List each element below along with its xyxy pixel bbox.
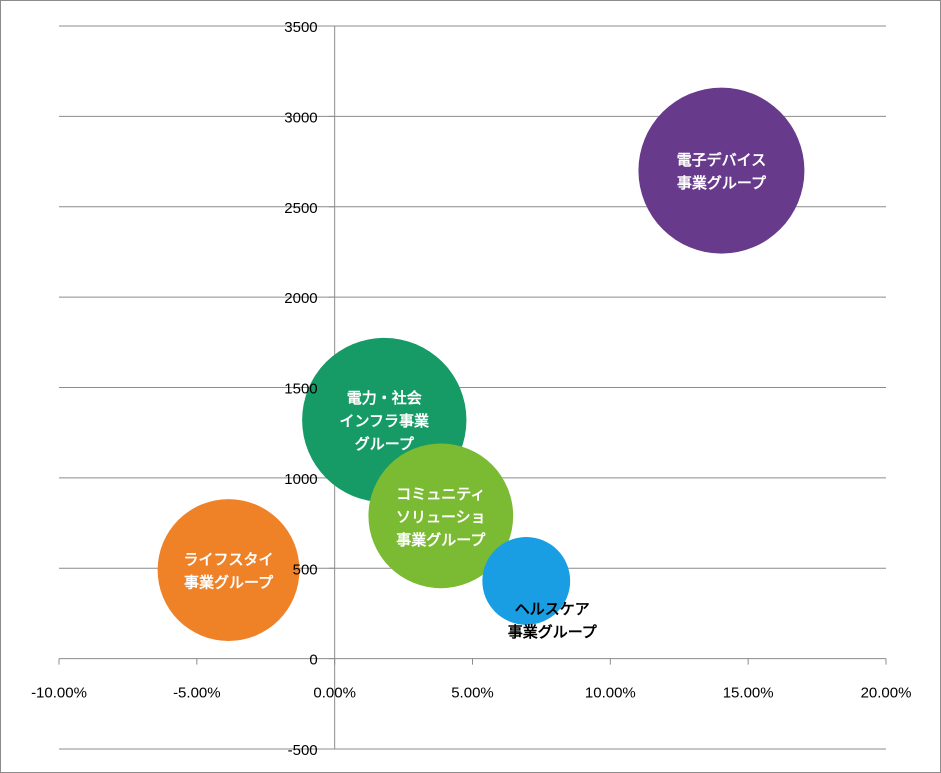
x-tick-label-4: 10.00% — [585, 685, 636, 702]
y-tick-label-4: 1500 — [284, 381, 317, 398]
y-tick-label-5: 2000 — [284, 290, 317, 307]
bubble-label-3: ライフスタイ事業グループ — [184, 551, 275, 592]
x-tick-label-1: -5.00% — [173, 685, 221, 702]
bubble-0 — [638, 87, 805, 254]
x-tick-label-3: 5.00% — [451, 685, 494, 702]
bubbles — [157, 87, 805, 641]
bubble-label-0: 電子デバイス事業グループ — [677, 151, 767, 192]
y-tick-label-7: 3000 — [284, 109, 317, 126]
y-tick-label-6: 2500 — [284, 200, 317, 217]
x-tick-label-0: -10.00% — [31, 685, 87, 702]
y-tick-label-8: 3500 — [284, 19, 317, 36]
x-tick-label-6: 20.00% — [861, 685, 912, 702]
bubble-label-line: 事業グループ — [396, 531, 486, 549]
bubble-label-line: 電力・社会 — [347, 389, 422, 407]
bubble-label-2: コミュニティソリューショ事業グループ — [396, 485, 486, 549]
y-tick-label-2: 500 — [293, 561, 318, 578]
bubble-label-line: ソリューショ — [396, 508, 486, 526]
bubble-2 — [368, 443, 514, 589]
bubble-labels: 電子デバイス事業グループ電力・社会インフラ事業グループコミュニティソリューショ事… — [184, 151, 767, 641]
y-tick-label-3: 1000 — [284, 471, 317, 488]
y-tick-label-1: 0 — [309, 652, 317, 669]
tick-labels: -10.00% -5.00% 0.00% 5.00% 10.00% 15.00% 20.00… — [31, 19, 911, 759]
bubble-label-line: ライフスタイ — [184, 551, 274, 569]
bubble-label-line: コミュニティ — [396, 485, 485, 503]
bubble-label-line: ヘルスケア — [515, 600, 590, 618]
bubble-label-1: 電力・社会インフラ事業グループ — [340, 389, 431, 453]
bubble-4 — [482, 536, 571, 625]
x-tick-label-2: 0.00% — [313, 685, 356, 702]
bubble-label-line: 電子デバイス — [677, 151, 767, 169]
bubble-3 — [157, 499, 300, 641]
bubble-label-line: 事業グループ — [508, 623, 598, 641]
bubble-label-line: 事業グループ — [677, 174, 767, 192]
bubble-label-4: ヘルスケア事業グループ — [508, 600, 598, 641]
bubble-label-line: 事業グループ — [184, 574, 274, 592]
y-tick-label-0: -500 — [288, 742, 318, 759]
bubble-label-line: グループ — [355, 435, 415, 453]
bubble-label-line: インフラ事業 — [340, 412, 431, 430]
x-tick-label-5: 15.00% — [723, 685, 774, 702]
